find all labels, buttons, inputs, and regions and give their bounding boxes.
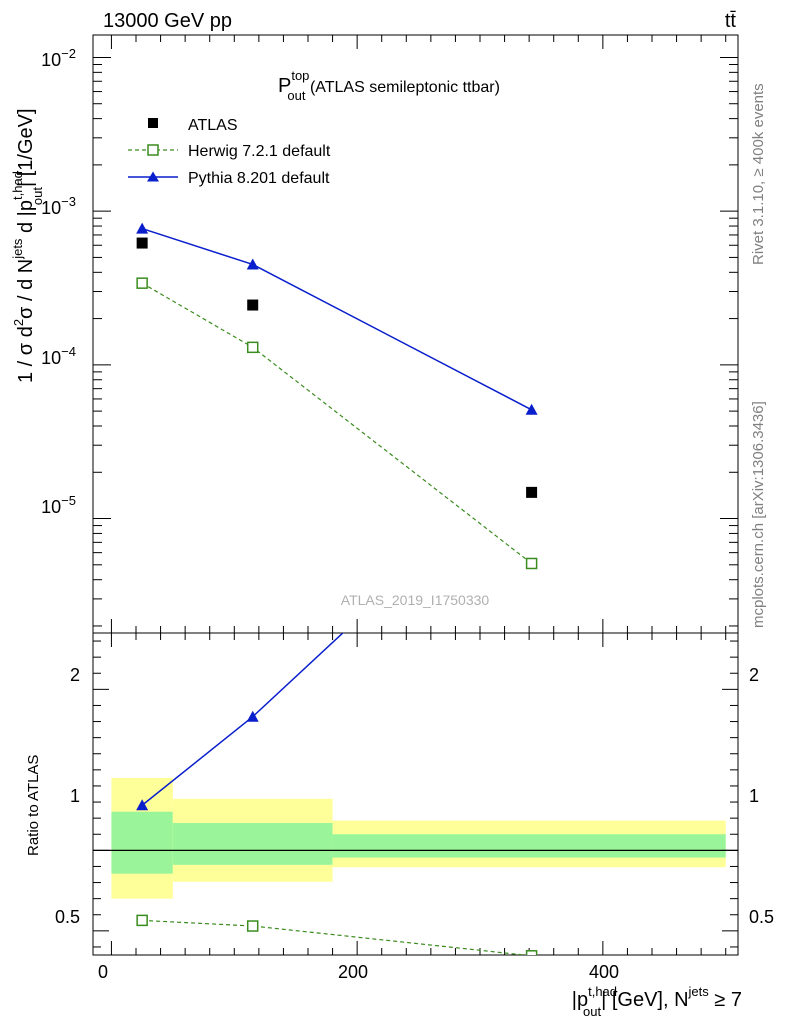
ratio-series-0-point-2: [525, 950, 538, 955]
legend-pythia-label: Pythia 8.201 default: [188, 170, 330, 187]
ratio-series-1-point-0: [136, 799, 149, 811]
ratio-series-line-1: [141, 633, 344, 806]
xtick-label-0: 0: [98, 962, 108, 982]
legend: ATLAS Herwig 7.2.1 default Pythia 8.201 …: [128, 117, 331, 187]
ratio-series-1-point-1: [246, 710, 259, 722]
ytick-label-1e-3: 10−3: [41, 194, 76, 218]
main-axis-ticks: [93, 35, 738, 633]
main-title: Ptop out (ATLAS semileptonic ttbar): [278, 68, 500, 103]
legend-herwig-label: Herwig 7.2.1 default: [188, 143, 331, 160]
ratio-axis-ticks: [93, 633, 738, 955]
legend-atlas-marker: [148, 118, 158, 128]
energy-label: 13000 GeV pp: [103, 10, 232, 32]
ratio-panel-frame: [92, 632, 739, 956]
main-series-0-point-1: [247, 299, 259, 311]
ratio-ytick-label-0.5-right: 0.5: [749, 907, 774, 927]
main-series-line-2: [141, 227, 532, 411]
main-series-line-1: [141, 282, 532, 564]
ratio-data-marks: [136, 452, 538, 955]
main-series-1-point-0: [136, 277, 148, 289]
main-series-2-point-0: [136, 222, 149, 234]
ratio-band-green-1: [172, 822, 333, 865]
ratio-ytick-label-2-left: 2: [70, 665, 80, 685]
ratio-ytick-label-2-right: 2: [749, 665, 759, 685]
analysis-watermark: ATLAS_2019_I1750330: [341, 592, 490, 608]
main-series-2-point-1: [246, 258, 259, 270]
ratio-ytick-label-0.5-left: 0.5: [55, 907, 80, 927]
main-series-0-point-0: [136, 237, 148, 249]
ratio-series-line-0: [142, 919, 530, 955]
main-series-0-point-2: [526, 486, 538, 498]
main-series-2-point-2: [525, 403, 538, 415]
main-y-axis-label: 1 / σ d2σ / d Njets d |pt,had out| [1/GeV…: [10, 108, 45, 383]
mcplots-label: mcplots.cern.ch [arXiv:1306.3436]: [750, 401, 767, 628]
xtick-label-400: 400: [589, 962, 619, 982]
ratio-series-1-point-2: [526, 452, 538, 463]
ratio-y-axis-label: Ratio to ATLAS: [25, 755, 42, 856]
main-series-1-point-1: [246, 341, 259, 354]
xtick-label-200: 200: [338, 962, 368, 982]
ratio-band-green-0: [111, 811, 173, 874]
ytick-label-1e-2: 10−2: [41, 46, 76, 70]
ratio-uncertainty-bands: [93, 777, 738, 899]
main-data-marks: [136, 222, 538, 570]
legend-herwig-marker: [147, 144, 159, 156]
ratio-ytick-label-1-right: 1: [749, 786, 759, 806]
ratio-band-green-2: [332, 834, 726, 858]
x-axis-label: |pt,had out| [GeV], Njets ≥ 7: [572, 984, 742, 1019]
ytick-label-1e-4: 10−4: [41, 344, 76, 368]
process-label: tt̄: [725, 10, 737, 32]
legend-atlas-label: ATLAS: [188, 117, 238, 134]
main-series-1-point-2: [525, 557, 538, 570]
ratio-series-0-point-0: [136, 914, 148, 927]
ytick-label-1e-5: 10−5: [41, 493, 76, 517]
rivet-version-label: Rivet 3.1.10, ≥ 400k events: [750, 83, 767, 265]
ratio-ytick-label-1-left: 1: [70, 786, 80, 806]
ratio-series-0-point-1: [246, 920, 259, 932]
legend-pythia-marker: [147, 171, 159, 182]
